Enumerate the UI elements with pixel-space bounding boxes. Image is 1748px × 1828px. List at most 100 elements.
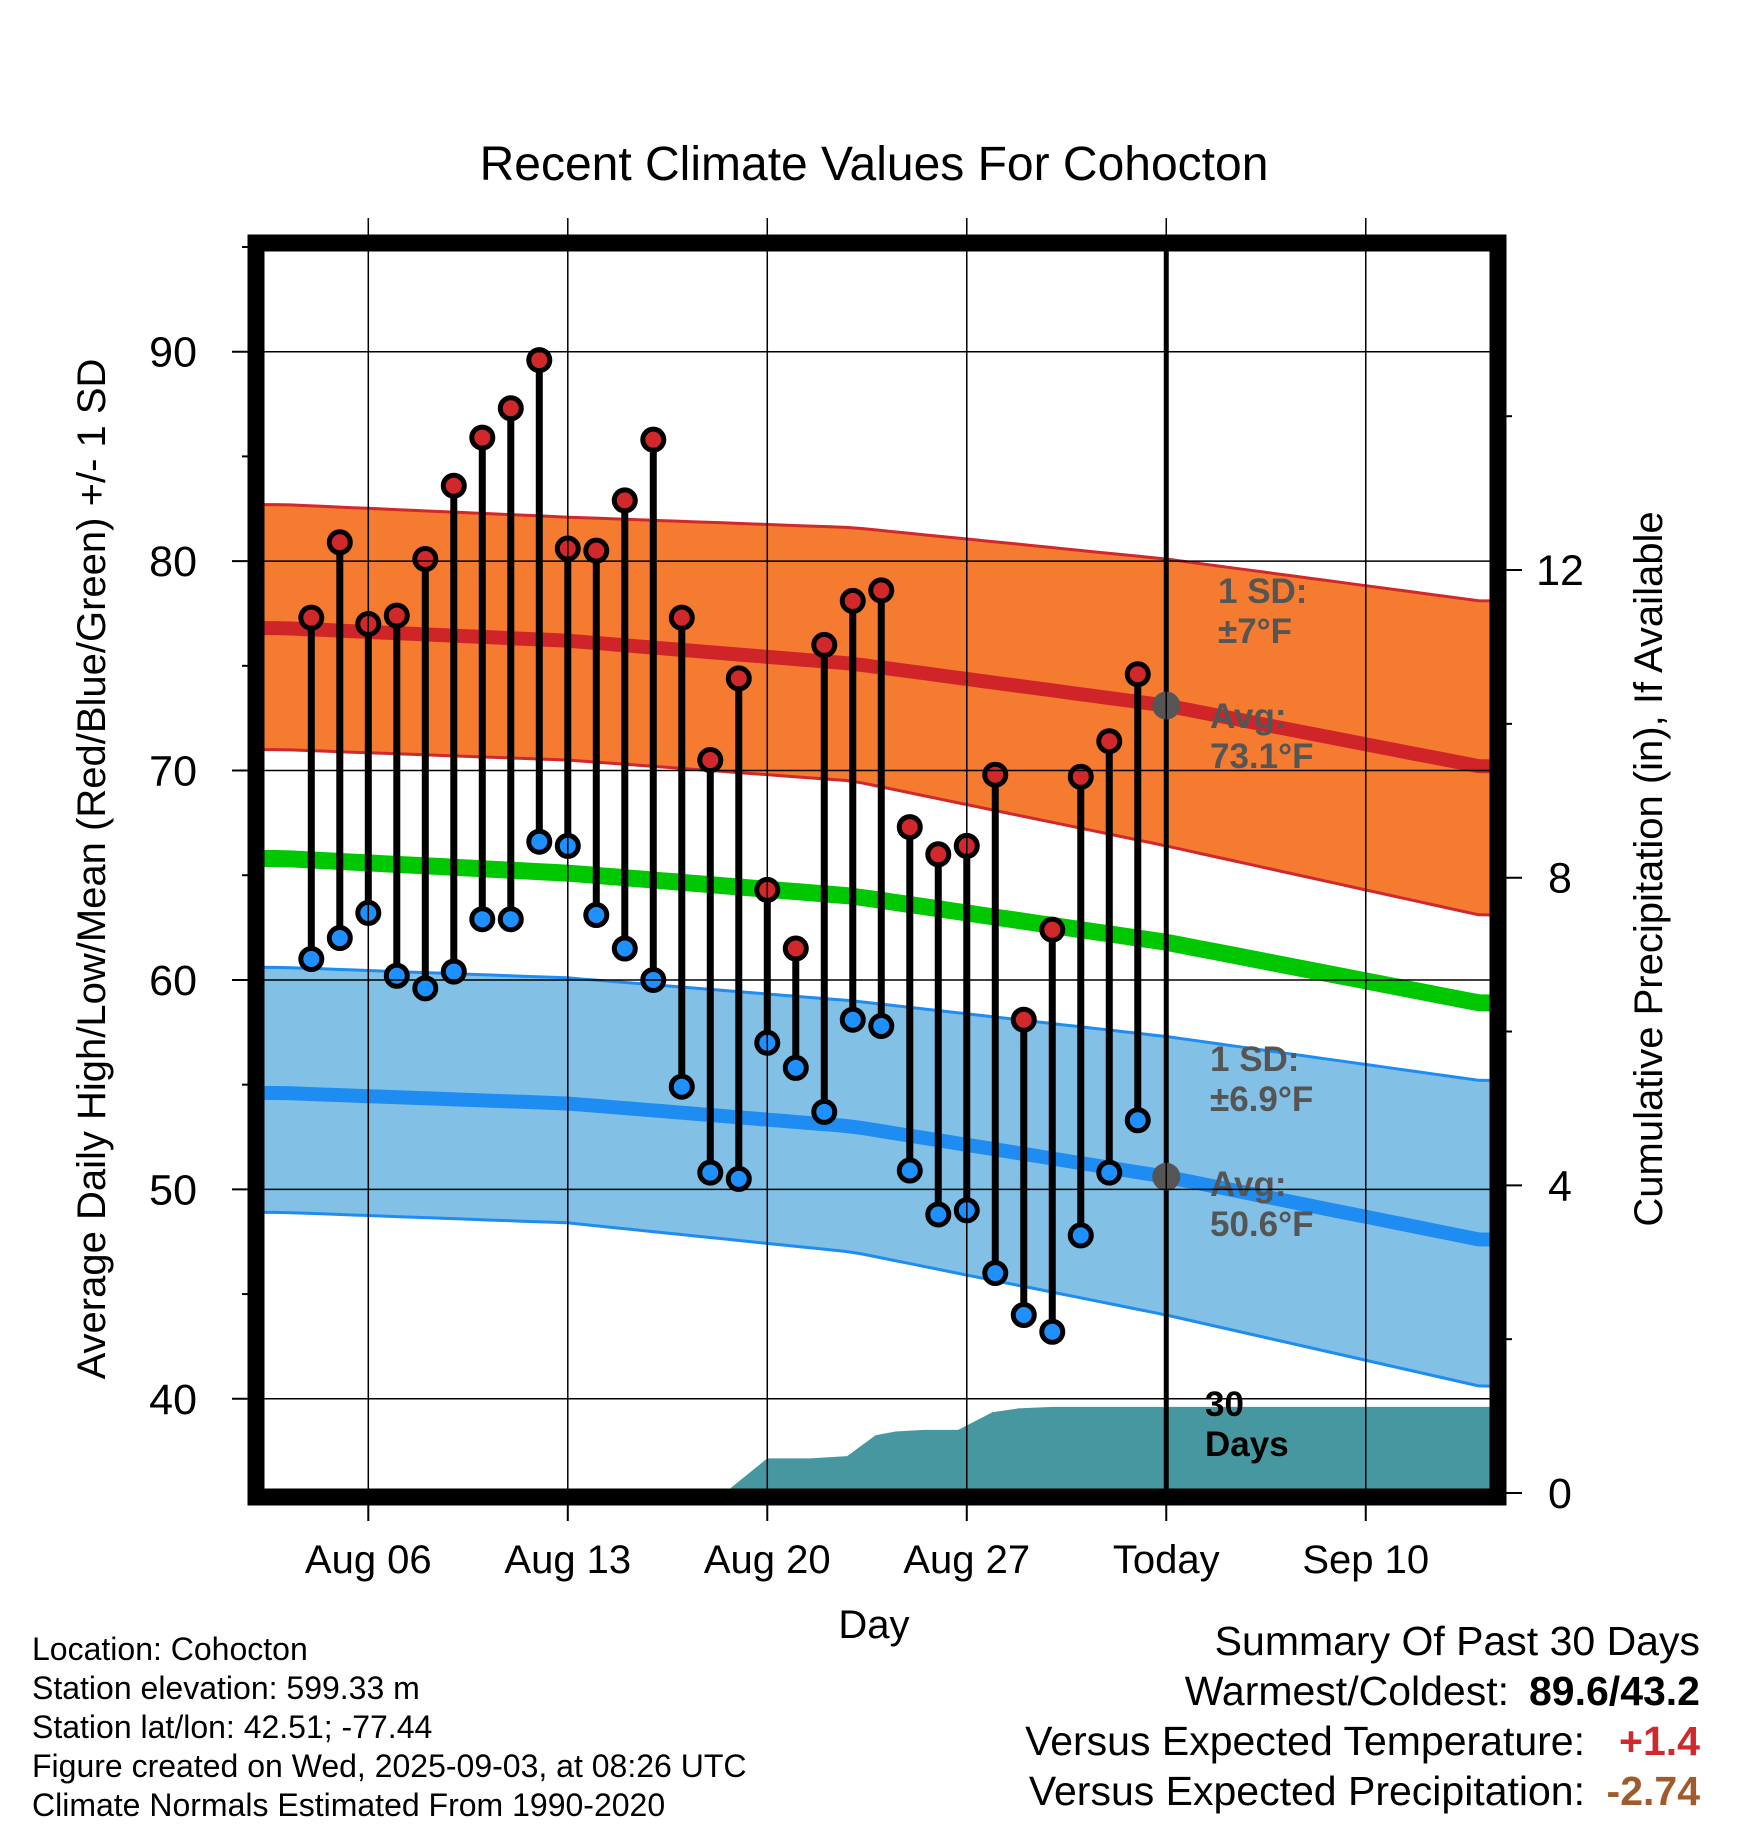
low-temp-point [782, 1054, 809, 1081]
y-axis-title: Average Daily High/Low/Mean (Red/Blue/Gr… [70, 359, 114, 1380]
low-temp-point [298, 946, 325, 972]
high-temp-point [868, 577, 895, 604]
low-temp-point [611, 935, 638, 962]
high-temp-point [1124, 661, 1151, 688]
high-temp-point [982, 761, 1009, 788]
high-temp-point [583, 537, 610, 564]
low-temp-point [925, 1201, 952, 1228]
created-text: Figure created on Wed, 2025-09-03, at 08… [32, 1748, 747, 1784]
low-temp-point [811, 1098, 838, 1125]
low-temp-point [668, 1073, 695, 1100]
low-sd-annotation-2: ±6.9°F [1210, 1080, 1313, 1119]
elevation-text: Station elevation: 599.33 m [32, 1670, 420, 1706]
low-temp-point [697, 1159, 724, 1186]
low-temp-point [497, 906, 524, 933]
chart-title: Recent Climate Values For Cohocton [480, 138, 1269, 191]
low-temp-point [583, 902, 610, 929]
summary-precip-label: Versus Expected Precipitation: [1028, 1768, 1585, 1814]
summary-temp-value: +1.4 [1619, 1718, 1700, 1764]
high-temp-point [782, 935, 809, 962]
station-info: Location: Cohocton Station elevation: 59… [32, 1630, 746, 1825]
period-annotation-1: 30 [1205, 1385, 1244, 1424]
x-tick-label-aug-20: Aug 20 [704, 1538, 831, 1582]
summary-precip-row: Versus Expected Precipitation: -2.74 [1025, 1766, 1700, 1816]
y2-tick-label-12: 12 [1536, 547, 1584, 595]
low-temp-point [1096, 1159, 1123, 1186]
location-text: Location: Cohocton [32, 1631, 308, 1667]
high-temp-point [725, 665, 752, 692]
x-tick-label-aug-06: Aug 06 [305, 1538, 432, 1582]
high-temp-point [811, 631, 838, 658]
y2-tick-label-8: 8 [1548, 855, 1572, 903]
high-temp-point [668, 604, 695, 631]
high-temp-point [839, 587, 866, 614]
precip-area [260, 1406, 1494, 1493]
x-tick-label-aug-13: Aug 13 [504, 1538, 631, 1582]
summary-warmest-row: Warmest/Coldest: 89.6/43.2 [1025, 1666, 1700, 1716]
low-temp-point [868, 1013, 895, 1040]
high-temp-point [469, 424, 496, 451]
high-temp-point [1096, 728, 1123, 755]
x-tick-label-sep-10: Sep 10 [1302, 1538, 1429, 1582]
high-avg-annotation-2: 73.1°F [1210, 737, 1314, 776]
high-sd-annotation-2: ±7°F [1218, 612, 1292, 651]
high-sd-band [260, 504, 1494, 915]
summary-heading: Summary Of Past 30 Days [1214, 1618, 1700, 1664]
high-temp-point [640, 426, 667, 453]
low-temp-point [1010, 1302, 1037, 1328]
low-sd-annotation-1: 1 SD: [1210, 1040, 1299, 1079]
high-upper-edge [260, 503, 1494, 603]
high-temp-point [497, 395, 524, 422]
low-temp-point [839, 1006, 866, 1033]
low-temp-point [982, 1260, 1009, 1287]
high-temp-point [925, 841, 952, 868]
y-tick-label-70: 70 [149, 748, 197, 796]
y-tick-label-40: 40 [149, 1376, 197, 1424]
low-temp-point [326, 925, 353, 952]
low-temp-point [383, 962, 410, 989]
high-temp-point [1039, 916, 1066, 943]
high-avg-annotation-1: Avg: [1210, 697, 1286, 736]
y2-tick-label-0: 0 [1548, 1470, 1572, 1518]
summary-temp-label: Versus Expected Temperature: [1025, 1718, 1585, 1764]
high-temp-point [697, 747, 724, 774]
high-temp-point [412, 546, 439, 573]
high-sd-annotation-1: 1 SD: [1218, 572, 1307, 611]
summary-panel: Summary Of Past 30 Days Warmest/Coldest:… [1025, 1616, 1700, 1816]
y-tick-label-60: 60 [149, 957, 197, 1005]
low-temp-point [412, 975, 439, 1002]
period-annotation-2: Days [1205, 1425, 1289, 1464]
normals-text: Climate Normals Estimated From 1990-2020 [32, 1787, 666, 1823]
low-temp-point [469, 906, 496, 933]
low-temp-point [725, 1165, 752, 1192]
high-temp-point [611, 487, 638, 514]
high-temp-point [326, 529, 353, 556]
low-temp-point [896, 1157, 923, 1184]
y-tick-label-80: 80 [149, 538, 197, 586]
high-temp-point [298, 604, 325, 631]
low-temp-point [1067, 1222, 1094, 1249]
low-avg-annotation-1: Avg: [1210, 1165, 1286, 1204]
low-temp-point [526, 828, 553, 855]
low-avg-annotation-2: 50.6°F [1210, 1205, 1314, 1244]
high-temp-point [526, 347, 553, 374]
plot-frame [247, 234, 1507, 1506]
high-temp-point [440, 472, 467, 499]
x-axis-title: Day [838, 1603, 909, 1647]
low-temp-point [440, 958, 467, 985]
high-temp-point [896, 814, 923, 841]
high-temp-point [1010, 1006, 1037, 1033]
y-tick-label-90: 90 [149, 329, 197, 377]
y2-axis-title: Cumulative Precipitation (in), If Availa… [1627, 511, 1671, 1226]
x-tick-label-today: Today [1113, 1538, 1220, 1582]
latlon-text: Station lat/lon: 42.51; -77.44 [32, 1709, 433, 1745]
low-temp-point [1124, 1107, 1151, 1134]
low-temp-point [1039, 1318, 1066, 1345]
summary-temp-row: Versus Expected Temperature: +1.4 [1025, 1716, 1700, 1766]
summary-warmest-label: Warmest/Coldest: [1184, 1668, 1509, 1714]
y2-tick-label-4: 4 [1548, 1162, 1572, 1210]
x-tick-label-aug-27: Aug 27 [903, 1538, 1030, 1582]
low-lower-edge [260, 1210, 1494, 1388]
summary-precip-value: -2.74 [1606, 1768, 1700, 1814]
